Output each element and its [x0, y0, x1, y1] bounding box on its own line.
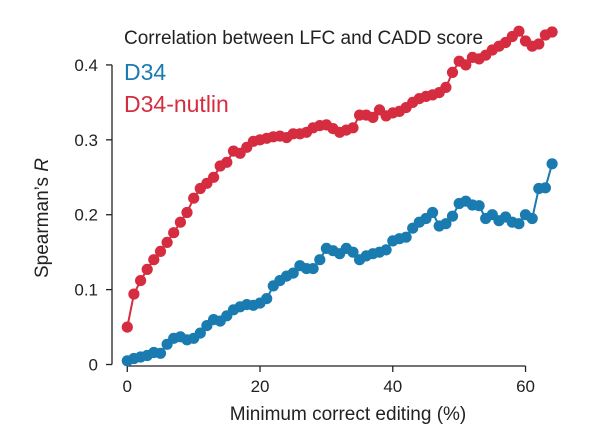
data-point-d34-nutlin: [135, 275, 147, 287]
data-point-d34-nutlin: [513, 25, 525, 37]
legend-entry-d34-nutlin: D34-nutlin: [124, 91, 229, 117]
data-point-d34: [513, 218, 525, 230]
chart-title: Correlation between LFC and CADD score: [124, 28, 483, 49]
x-tick-label: 60: [516, 377, 535, 396]
y-axis-title-italic: R: [32, 158, 53, 172]
y-axis-title-text: Spearman’s: [32, 172, 53, 278]
data-point-d34: [440, 218, 452, 230]
data-point-d34-nutlin: [440, 81, 452, 93]
data-point-d34-nutlin: [188, 192, 200, 204]
data-point-d34: [314, 254, 326, 266]
data-point-d34-nutlin: [460, 59, 472, 71]
data-point-d34-nutlin: [347, 122, 359, 134]
y-tick-label: 0.4: [74, 56, 98, 75]
data-point-d34-nutlin: [181, 206, 193, 219]
x-tick-label: 40: [383, 377, 402, 396]
plot-area: [121, 25, 558, 367]
data-point-d34: [347, 246, 359, 258]
data-point-d34: [400, 231, 412, 243]
data-point-d34: [446, 210, 459, 222]
data-point-d34: [546, 158, 558, 170]
series-d34-nutlin: [121, 25, 558, 333]
x-axis: 0 20 40 60: [123, 365, 535, 396]
y-tick-label: 0.2: [74, 206, 98, 225]
data-point-d34-nutlin: [128, 288, 140, 300]
data-point-d34-nutlin: [121, 321, 133, 333]
data-point-d34: [427, 206, 439, 219]
series-d34: [121, 158, 558, 367]
y-tick-label: 0.1: [74, 281, 98, 300]
data-point-d34-nutlin: [533, 38, 545, 50]
data-point-d34: [261, 293, 273, 305]
data-point-d34-nutlin: [367, 111, 379, 123]
data-point-d34-nutlin: [154, 245, 167, 257]
data-point-d34-nutlin: [546, 26, 558, 38]
data-point-d34-nutlin: [168, 227, 180, 239]
data-point-d34-nutlin: [174, 216, 186, 228]
y-tick-label: 0: [89, 356, 98, 375]
y-axis: 0 0.1 0.2 0.3 0.4: [74, 56, 113, 375]
data-point-d34: [539, 182, 552, 194]
data-point-d34: [287, 267, 299, 279]
legend-entry-d34: D34: [124, 59, 166, 85]
data-point-d34-nutlin: [446, 66, 459, 78]
data-point-d34: [307, 263, 319, 275]
x-tick-label: 20: [251, 377, 270, 396]
y-axis-title: Spearman’s R: [32, 158, 53, 278]
data-point-d34: [473, 200, 485, 212]
x-tick-label: 0: [123, 377, 132, 396]
x-axis-title: Minimum correct editing (%): [230, 404, 467, 425]
data-point-d34: [194, 327, 206, 339]
y-tick-label: 0.3: [74, 131, 98, 150]
data-point-d34: [380, 244, 392, 256]
data-point-d34: [526, 212, 538, 225]
data-point-d34-nutlin: [141, 263, 153, 275]
data-point-d34: [154, 347, 167, 359]
series-line-d34-nutlin: [126, 29, 553, 328]
data-point-d34-nutlin: [161, 236, 173, 248]
data-point-d34-nutlin: [148, 254, 160, 266]
data-point-d34-nutlin: [221, 156, 233, 168]
data-point-d34-nutlin: [208, 171, 220, 183]
